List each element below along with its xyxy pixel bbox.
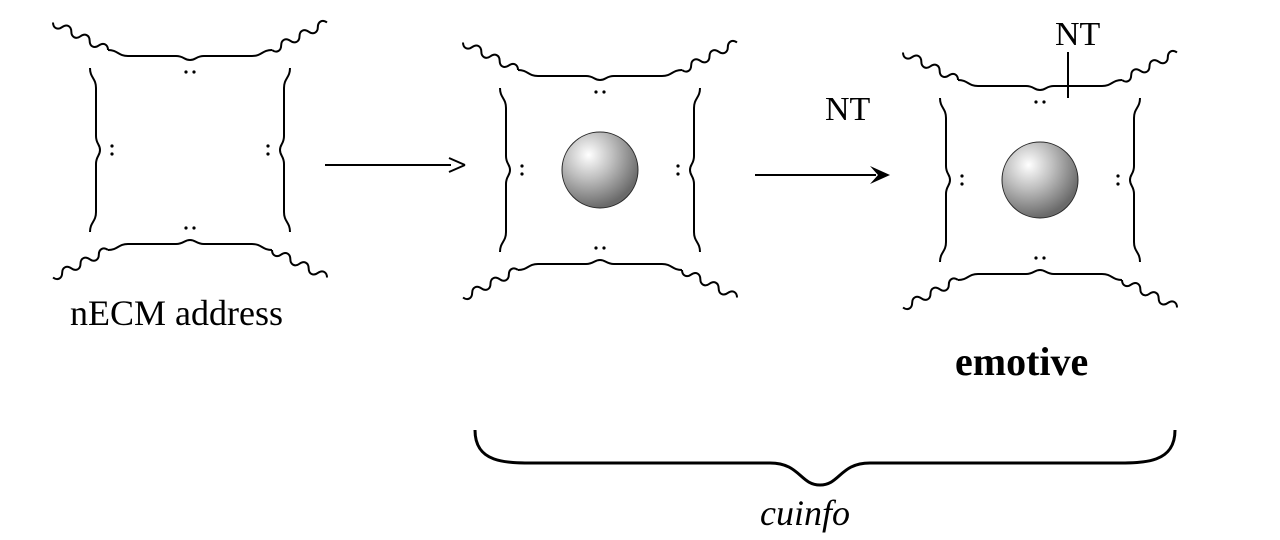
diagram-canvas: nECM address NT NT emotive cuinfo <box>0 0 1280 540</box>
brace-bottom <box>958 270 1122 280</box>
label-nt_top: NT <box>1055 16 1101 53</box>
brace-right <box>280 68 290 232</box>
brace-top <box>958 80 1122 90</box>
brace-left <box>500 88 510 252</box>
brace-bottom <box>108 240 272 250</box>
squiggle-bl <box>903 278 958 309</box>
brace-top <box>108 50 272 60</box>
brace-left <box>90 68 100 232</box>
squiggle-br <box>1122 280 1177 308</box>
label-nt_arrow: NT <box>825 91 871 128</box>
squiggle-tl <box>53 23 108 51</box>
underbrace <box>475 430 1175 485</box>
brace-bottom <box>518 260 682 270</box>
cell-mid <box>463 41 737 299</box>
label-emotive: emotive <box>955 339 1088 384</box>
arrow-0-head <box>449 158 465 172</box>
squiggle-tr <box>272 21 327 52</box>
brace-left <box>940 98 950 262</box>
squiggle-tr <box>1122 51 1177 82</box>
squiggle-tl <box>463 43 518 71</box>
squiggle-br <box>682 270 737 298</box>
label-cuinfo: cuinfo <box>760 493 850 533</box>
sphere <box>1002 142 1078 218</box>
squiggle-br <box>272 250 327 278</box>
brace-top <box>518 70 682 80</box>
sphere <box>562 132 638 208</box>
label-necm: nECM address <box>70 293 283 333</box>
brace-right <box>1130 98 1140 262</box>
cell-right <box>903 51 1177 309</box>
squiggle-tr <box>682 41 737 72</box>
squiggle-bl <box>53 248 108 279</box>
brace-right <box>690 88 700 252</box>
cell-left <box>53 21 327 279</box>
squiggle-bl <box>463 268 518 299</box>
squiggle-tl <box>903 53 958 81</box>
